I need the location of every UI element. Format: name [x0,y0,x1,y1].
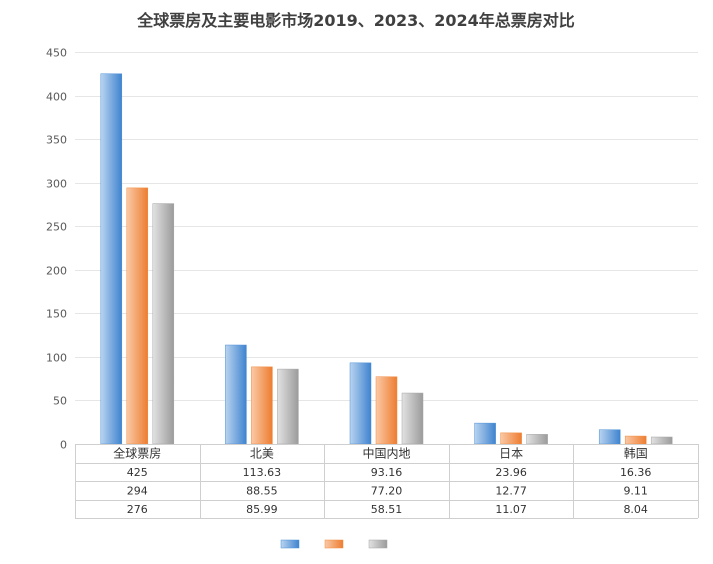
y-tick-label: 150 [46,308,67,321]
data-label: 85.99 [246,503,278,516]
legend-key-3 [368,539,388,549]
y-tick-label: 0 [60,439,67,452]
data-table: 全球票房 北美 中国内地 日本 韩国 425 113.63 93.16 23.96 16.36 29… [75,444,699,519]
y-tick-label: 250 [46,221,67,234]
legend [280,539,388,549]
category-label: 日本 [499,447,523,461]
data-label: 88.55 [246,485,278,498]
bar-series-2-0 [126,187,149,445]
y-tick-label: 400 [46,91,67,104]
data-label: 12.77 [495,485,527,498]
data-label: 8.04 [623,503,648,516]
category-label: 韩国 [624,446,648,461]
legend-key-2 [324,539,344,549]
bar-series-2-3 [500,432,522,445]
data-label: 23.96 [495,466,527,479]
data-label: 16.36 [620,466,652,479]
bar-series-3-0 [152,203,175,445]
y-tick-label: 50 [53,395,67,408]
y-tick-label: 350 [46,134,67,147]
chart-title: 全球票房及主要电影市场2019、2023、2024年总票房对比 [136,11,575,30]
data-label: 93.16 [371,466,403,479]
data-label: 9.11 [623,485,648,498]
bar-series-1-1 [225,344,247,445]
category-label: 全球票房 [113,446,161,461]
legend-key-1 [280,539,300,549]
bar-series-1-0 [100,73,123,445]
bar-series-3-3 [526,434,548,445]
bars [100,73,673,445]
data-label: 113.63 [243,466,282,479]
bar-series-1-2 [349,362,372,445]
data-label: 276 [127,503,148,516]
bar-series-1-4 [598,429,621,445]
bar-series-2-2 [375,376,398,445]
y-tick-label: 200 [46,265,67,278]
category-label: 中国内地 [362,446,410,461]
bar-series-3-4 [650,436,673,445]
data-label: 11.07 [495,503,527,516]
data-label: 77.20 [371,485,403,498]
bar-series-3-1 [277,368,299,445]
gridlines [75,52,698,445]
y-axis: 0 50 100 150 200 250 300 350 400 450 [46,47,67,452]
y-tick-label: 100 [46,352,67,365]
bar-series-1-3 [474,422,496,445]
data-label: 425 [127,466,148,479]
category-label: 北美 [250,447,274,461]
data-label: 58.51 [371,503,403,516]
bar-series-3-2 [401,392,424,445]
y-tick-label: 300 [46,178,67,191]
bar-series-2-4 [624,435,647,445]
data-label: 294 [127,485,148,498]
bar-series-2-1 [251,366,273,445]
y-tick-label: 450 [46,47,67,60]
